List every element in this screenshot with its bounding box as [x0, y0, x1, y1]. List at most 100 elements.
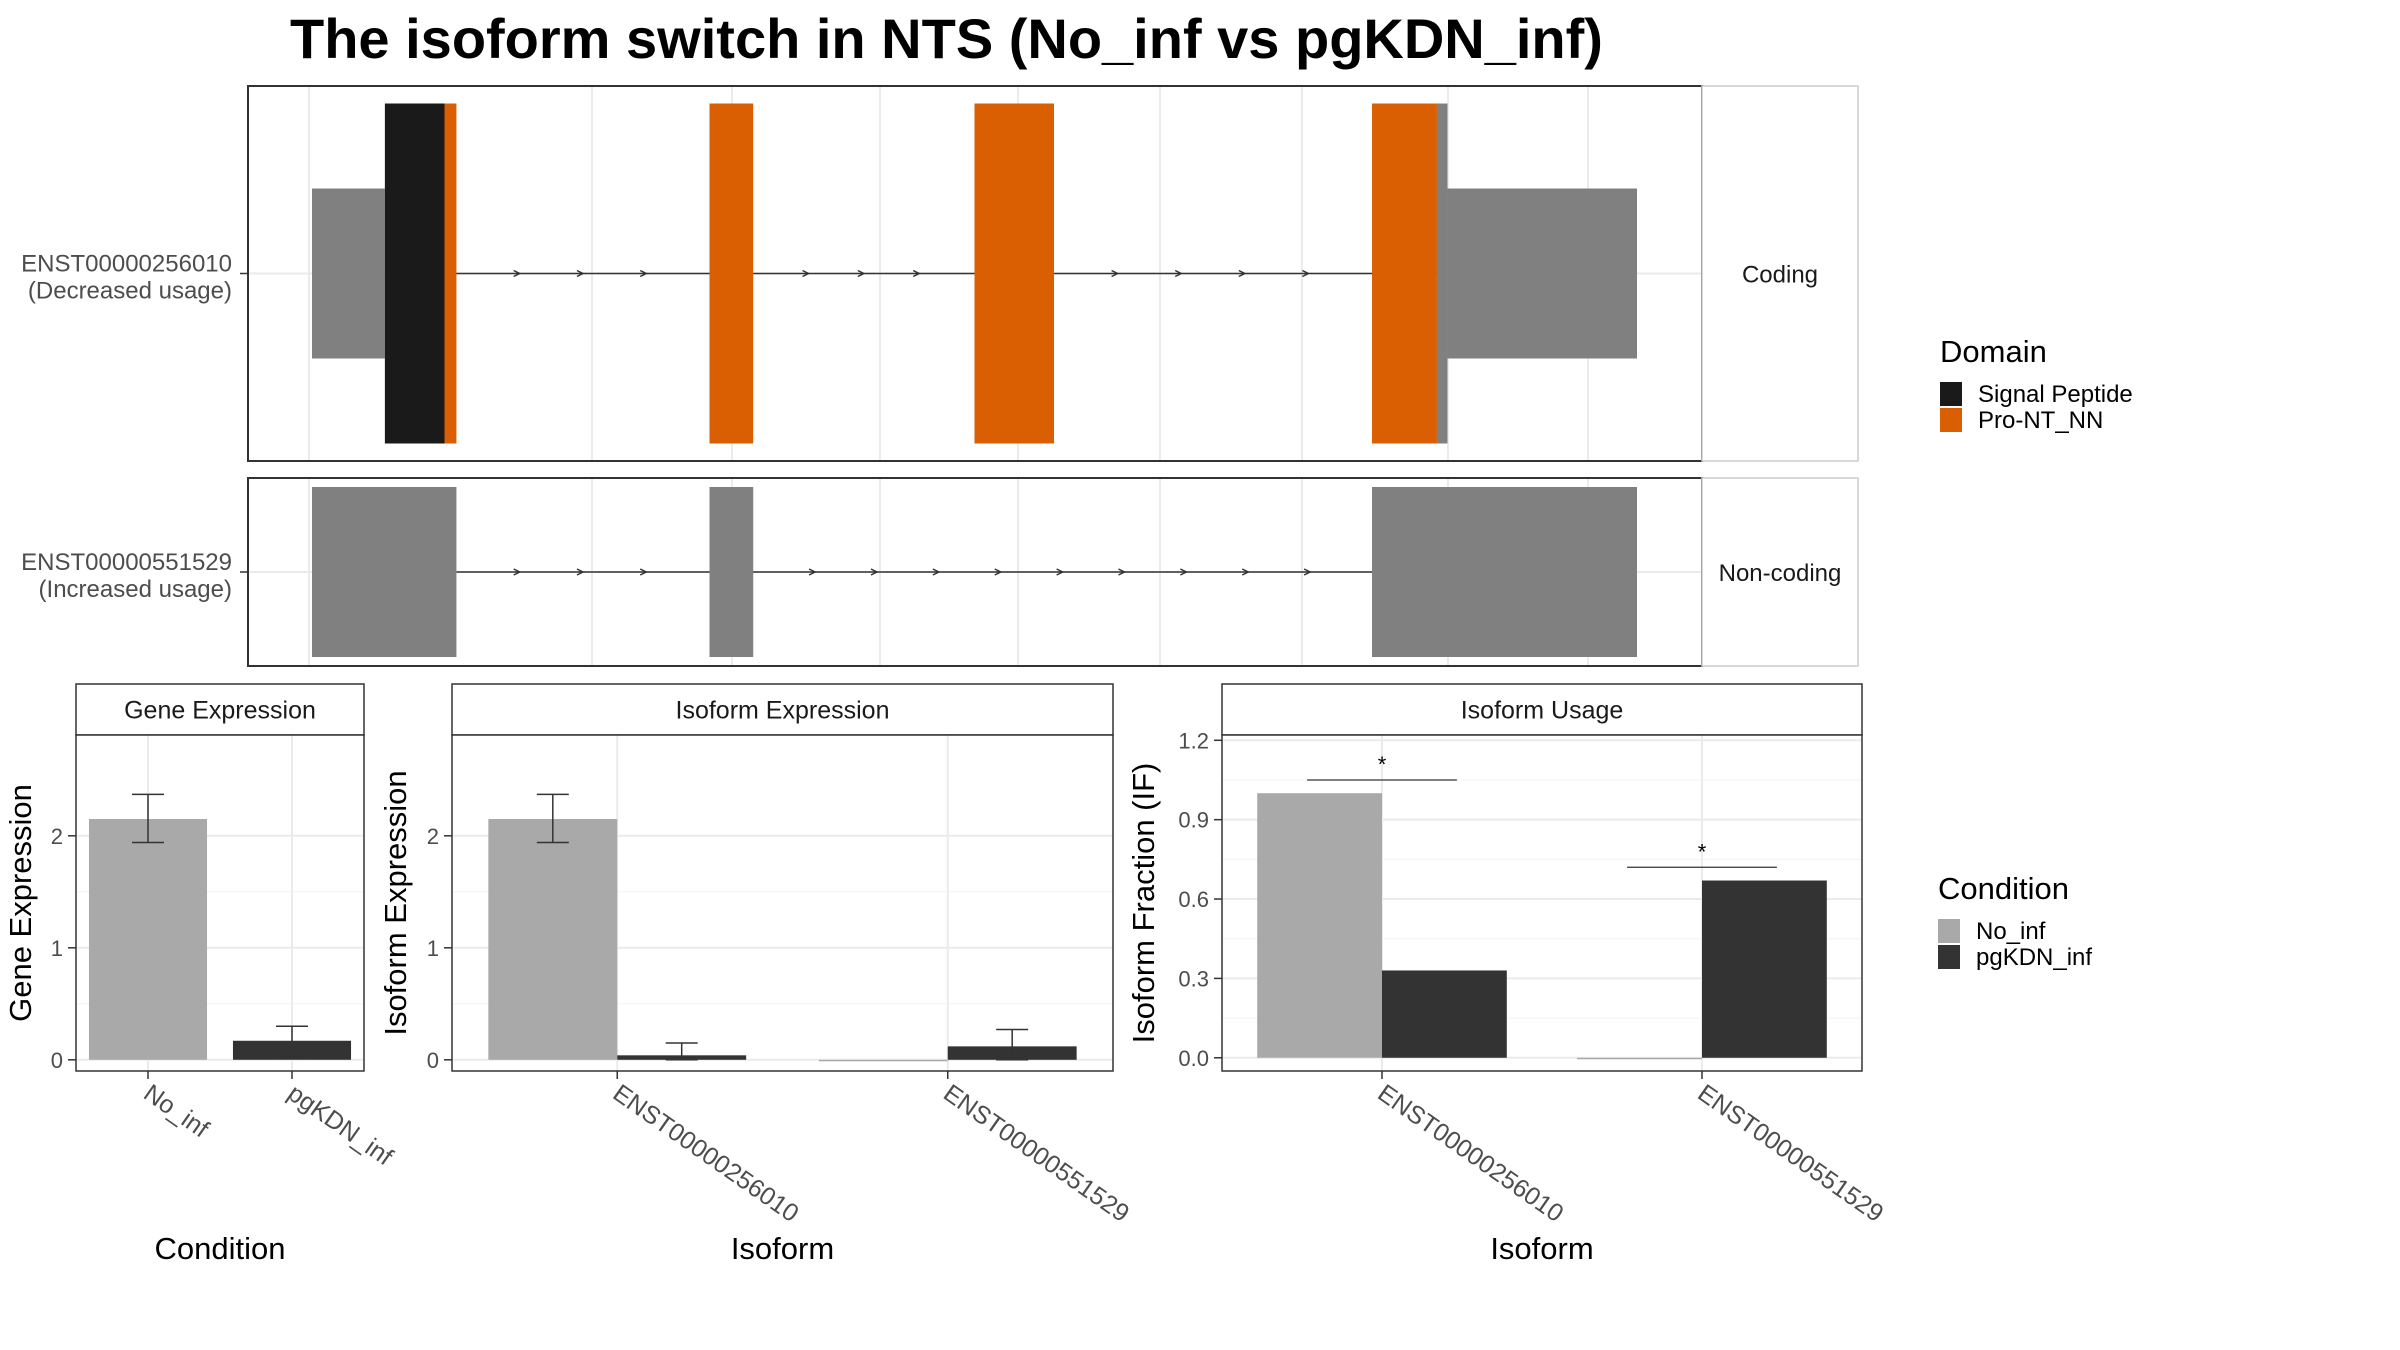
x-tick-label: No_inf: [139, 1079, 214, 1143]
legend-swatch: [1938, 919, 1960, 943]
x-axis-title: Isoform: [731, 1231, 834, 1266]
legend-label: Pro-NT_NN: [1978, 407, 2103, 434]
intron-arrow: [513, 269, 522, 278]
legend-swatch: [1940, 382, 1962, 406]
intron-arrow: [857, 269, 866, 278]
bar-No_inf: [88, 819, 208, 1060]
intron-arrow: [802, 269, 811, 278]
intron-arrow: [639, 269, 648, 278]
intron-arrow: [994, 568, 1003, 576]
legend-swatch: [1940, 408, 1962, 432]
y-tick-label: 0.3: [1178, 966, 1209, 991]
y-tick-label: 0: [427, 1048, 439, 1073]
legend-swatch: [1938, 945, 1960, 969]
x-axis-title: Isoform: [1490, 1231, 1593, 1266]
transcript-usage-label: (Decreased usage): [28, 278, 232, 305]
panel-border: [1221, 734, 1863, 1072]
gene-expression-panel: Gene Expression 0 1 2 No_inf pgKDN_inf Conditi…: [3, 683, 398, 1266]
intron-arrow: [513, 568, 522, 576]
x-axis-title: Condition: [155, 1231, 286, 1266]
y-tick-label: 1: [427, 936, 439, 961]
significance-label: *: [1698, 839, 1707, 864]
panel-border: [451, 734, 1114, 1072]
intron-arrow: [1302, 269, 1311, 278]
panel-border: [75, 734, 365, 1072]
y-tick-label: 1: [51, 936, 63, 961]
panel-title: Isoform Expression: [676, 697, 890, 725]
intron-arrow: [576, 269, 585, 278]
legend-title: Condition: [1938, 871, 2069, 906]
intron-arrow: [1303, 568, 1312, 576]
intron-arrow: [1238, 269, 1247, 278]
transcript-id-label: ENST00000256010: [21, 251, 232, 278]
exon-cds: [1436, 103, 1448, 444]
intron-arrow: [1241, 568, 1250, 576]
exon-noncoding: [709, 487, 754, 657]
panel-strip: [75, 683, 365, 736]
x-tick-label: pgKDN_inf: [283, 1079, 398, 1171]
isoform-expression-panel: Isoform Expression 0 1 2 ENST00000256010 ENST…: [378, 683, 1134, 1266]
intron-arrow: [808, 568, 817, 576]
transcript-structure-panel: Coding ENST00000256010(Decreased usage) No…: [21, 85, 1859, 667]
exon-pro_nt_nn: [444, 103, 457, 444]
facet-strip-label: Coding: [1742, 262, 1818, 289]
transcript-usage-label: (Increased usage): [39, 576, 232, 603]
facet-strip: [1701, 477, 1859, 667]
exon-signal_peptide: [384, 103, 445, 444]
legend-label: pgKDN_inf: [1976, 944, 2092, 971]
intron-arrow: [1118, 568, 1127, 576]
intron-arrow: [1180, 568, 1189, 576]
intron-arrow: [912, 269, 921, 278]
exon-pro_nt_nn: [974, 103, 1054, 444]
bar-pgKDN_inf: [1382, 970, 1507, 1058]
transcript-id-label: ENST00000551529: [21, 549, 232, 576]
panel-title: Gene Expression: [124, 697, 316, 725]
x-tick-label: ENST00000551529: [1693, 1079, 1889, 1228]
y-tick-label: 0: [51, 1048, 63, 1073]
significance-label: *: [1378, 752, 1387, 777]
x-tick-label: ENST00000551529: [938, 1079, 1134, 1228]
intron-arrow: [870, 568, 879, 576]
intron-arrow: [1111, 269, 1120, 278]
exon-noncoding: [312, 487, 457, 657]
panel-title: Isoform Usage: [1461, 697, 1624, 725]
intron-arrow: [1174, 269, 1183, 278]
facet-strip: [1701, 85, 1859, 462]
chart-title: The isoform switch in NTS (No_inf vs pgK…: [290, 7, 1603, 70]
bar-No_inf: [1257, 793, 1382, 1058]
y-tick-label: 1.2: [1178, 728, 1209, 753]
y-axis-title: Gene Expression: [3, 784, 38, 1022]
exon-pro_nt_nn: [1372, 103, 1437, 444]
isoform-usage-panel: Isoform Usage * * 0.0 0.3 0.6 0.9 1.2 ENST000002…: [1126, 683, 1889, 1266]
y-tick-label: 2: [427, 824, 439, 849]
y-tick-label: 0.9: [1178, 808, 1209, 833]
panel-strip: [1221, 683, 1863, 736]
panel-strip: [451, 683, 1114, 736]
facet-strip-label: Non-coding: [1719, 560, 1842, 587]
bar-No_inf: [818, 1059, 948, 1062]
y-axis-title: Isoform Fraction (IF): [1126, 763, 1161, 1044]
bar-pgKDN_inf: [1702, 880, 1827, 1058]
x-tick-label: ENST00000256010: [1373, 1079, 1569, 1228]
intron-arrow: [639, 568, 648, 576]
intron-arrow: [576, 568, 585, 576]
bar-No_inf: [488, 819, 618, 1060]
intron-arrow: [932, 568, 941, 576]
legend-label: No_inf: [1976, 918, 2046, 945]
bar-No_inf: [1577, 1057, 1702, 1060]
exon-noncoding: [1372, 487, 1637, 657]
exon-pro_nt_nn: [709, 103, 754, 444]
exon-utr: [312, 188, 385, 359]
y-axis-title: Isoform Expression: [378, 770, 413, 1035]
y-tick-label: 0.0: [1178, 1046, 1209, 1071]
y-tick-label: 2: [51, 824, 63, 849]
y-tick-label: 0.6: [1178, 887, 1209, 912]
legend-title: Domain: [1940, 334, 2047, 369]
intron-arrow: [1056, 568, 1065, 576]
x-tick-label: ENST00000256010: [608, 1079, 804, 1228]
exon-utr: [1447, 188, 1637, 359]
legend-label: Signal Peptide: [1978, 381, 2133, 408]
